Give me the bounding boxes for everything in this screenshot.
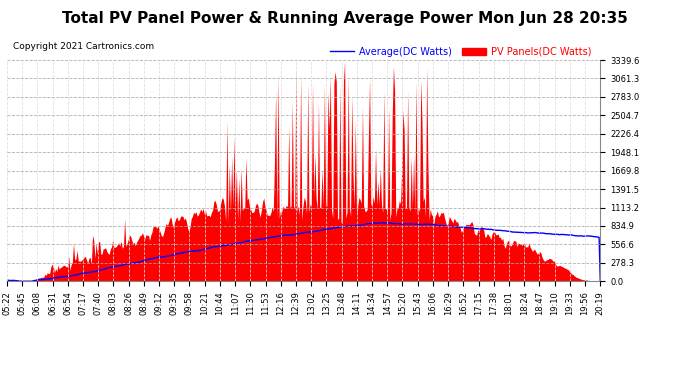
- Text: Total PV Panel Power & Running Average Power Mon Jun 28 20:35: Total PV Panel Power & Running Average P…: [62, 11, 628, 26]
- Text: Copyright 2021 Cartronics.com: Copyright 2021 Cartronics.com: [13, 42, 154, 51]
- Legend: Average(DC Watts), PV Panels(DC Watts): Average(DC Watts), PV Panels(DC Watts): [326, 43, 595, 60]
